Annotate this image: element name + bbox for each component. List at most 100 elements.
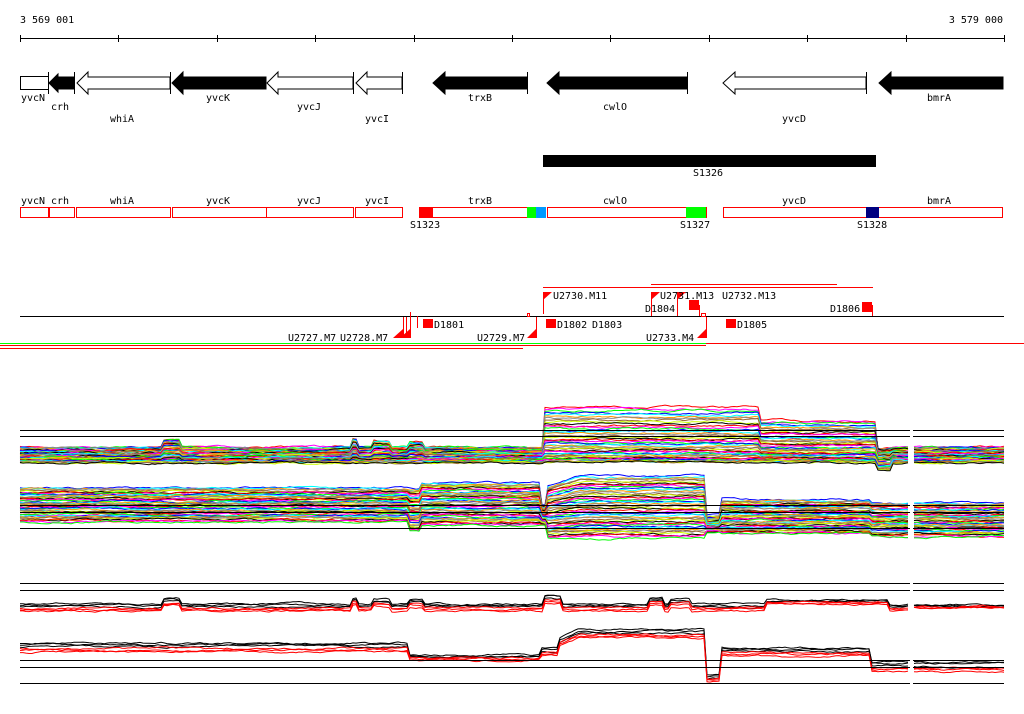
marker-s1328[interactable] [866, 207, 879, 218]
segment-label: yvcK [206, 196, 230, 207]
segment-box[interactable] [266, 207, 354, 218]
expression-trace [19, 473, 909, 516]
segment-box[interactable] [20, 207, 49, 218]
segment-labels: yvcN crh whiA yvcK yvcJ yvcI trxB cwlO y… [21, 196, 951, 207]
coordinate-ruler: 3 569 001 3 579 000 [20, 15, 1005, 42]
gene-yvcJ[interactable] [266, 70, 354, 96]
average-trace [913, 606, 1005, 610]
segment-box[interactable] [419, 207, 528, 218]
operon-bar[interactable] [543, 155, 876, 167]
expression-trace [19, 508, 909, 528]
expression-trace [19, 520, 909, 541]
segment-label: cwlO [603, 196, 627, 207]
feature-label: D1802 [557, 320, 587, 331]
gene-label: whiA [110, 114, 134, 125]
marker-green[interactable] [527, 207, 536, 218]
average-trace [20, 627, 909, 676]
operon-label: S1326 [693, 168, 723, 179]
average-trace [913, 668, 1005, 671]
feature-track: U2730.M11 U2731.M13 U2732.M13 D1804 D180… [0, 284, 1024, 349]
expression-trace [19, 406, 909, 450]
segment-box[interactable] [172, 207, 267, 218]
segment-label: bmrA [927, 196, 951, 207]
ruler-start-label: 3 569 001 [20, 15, 74, 26]
feature-label: D1803 [592, 320, 622, 331]
feature-label: U2727.M7 [288, 333, 336, 344]
feature-label: D1805 [737, 320, 767, 331]
expression-trace [19, 517, 909, 538]
feature-label: D1801 [434, 320, 464, 331]
segment-box[interactable] [723, 207, 1003, 218]
expression-trace [19, 498, 909, 525]
expression-trace [19, 460, 909, 472]
expression-trace [19, 479, 909, 518]
gene-whiA[interactable] [76, 70, 171, 96]
gene-label: cwlO [603, 102, 627, 113]
expression-trace [19, 511, 909, 531]
gene-label: yvcJ [297, 102, 321, 113]
gene-label: trxB [468, 93, 492, 104]
segment-box[interactable] [547, 207, 707, 218]
expression-trace [913, 518, 1005, 522]
segment-label: crh [51, 196, 69, 207]
segment-track [20, 207, 1003, 218]
gene-label: bmrA [927, 93, 951, 104]
feature-label: U2732.M13 [722, 291, 776, 302]
ruler-end-label: 3 579 000 [949, 15, 1003, 26]
segment-box[interactable] [76, 207, 171, 218]
feature-label: D1804 [645, 304, 675, 315]
expression-trace [19, 487, 909, 520]
gene-yvcD[interactable] [722, 70, 867, 96]
expression-trace [913, 459, 1005, 465]
feature-label: U2731.M13 [660, 291, 714, 302]
feature-label: D1806 [830, 304, 860, 315]
expression-trace [913, 523, 1005, 527]
segment-label: yvcD [782, 196, 806, 207]
average-trace [20, 635, 909, 683]
average-trace [913, 604, 1005, 610]
segment-label: yvcJ [297, 196, 321, 207]
expression-trace [913, 457, 1005, 462]
gene-bmrA[interactable] [878, 70, 1004, 96]
expression-trace [913, 500, 1005, 504]
expression-trace [913, 516, 1004, 520]
segment-label: trxB [468, 196, 492, 207]
segment-box[interactable] [49, 207, 75, 218]
gene-crh[interactable] [48, 72, 75, 94]
expression-trace [913, 461, 1005, 465]
marker-s1327[interactable] [686, 207, 706, 218]
gene-cwlO[interactable] [546, 70, 688, 96]
marker-s1323[interactable] [419, 207, 433, 218]
average-trace [19, 634, 909, 681]
marker-label: S1323 [410, 220, 440, 231]
gene-label: yvcI [365, 114, 389, 125]
expression-trace [19, 457, 909, 467]
expression-trace [914, 535, 1005, 538]
feature-label: U2728.M7 [340, 333, 388, 344]
average-trace [913, 661, 1005, 665]
expression-trace [19, 428, 909, 455]
expression-trace [913, 451, 1005, 455]
gene-yvcN[interactable] [20, 76, 49, 90]
average-trace [20, 602, 908, 613]
gene-yvcK[interactable] [171, 70, 267, 96]
gene-label: yvcK [206, 93, 230, 104]
gene-label: crh [51, 102, 69, 113]
segment-box[interactable] [355, 207, 403, 218]
expression-trace [914, 524, 1005, 528]
gene-label: yvcD [782, 114, 806, 125]
expression-panels [19, 404, 1005, 684]
gene-label: yvcN [21, 93, 45, 104]
gene-trxB[interactable] [432, 70, 528, 96]
expression-trace [19, 509, 909, 529]
marker-blue[interactable] [536, 207, 546, 218]
segment-label: yvcN [21, 196, 45, 207]
segment-label: yvcI [365, 196, 389, 207]
marker-label: S1328 [857, 220, 887, 231]
average-trace [19, 600, 909, 612]
gene-yvcI[interactable] [355, 70, 403, 96]
feature-label: U2733.M4 [646, 333, 694, 344]
gene-track [20, 70, 1004, 96]
expression-trace [20, 454, 909, 465]
